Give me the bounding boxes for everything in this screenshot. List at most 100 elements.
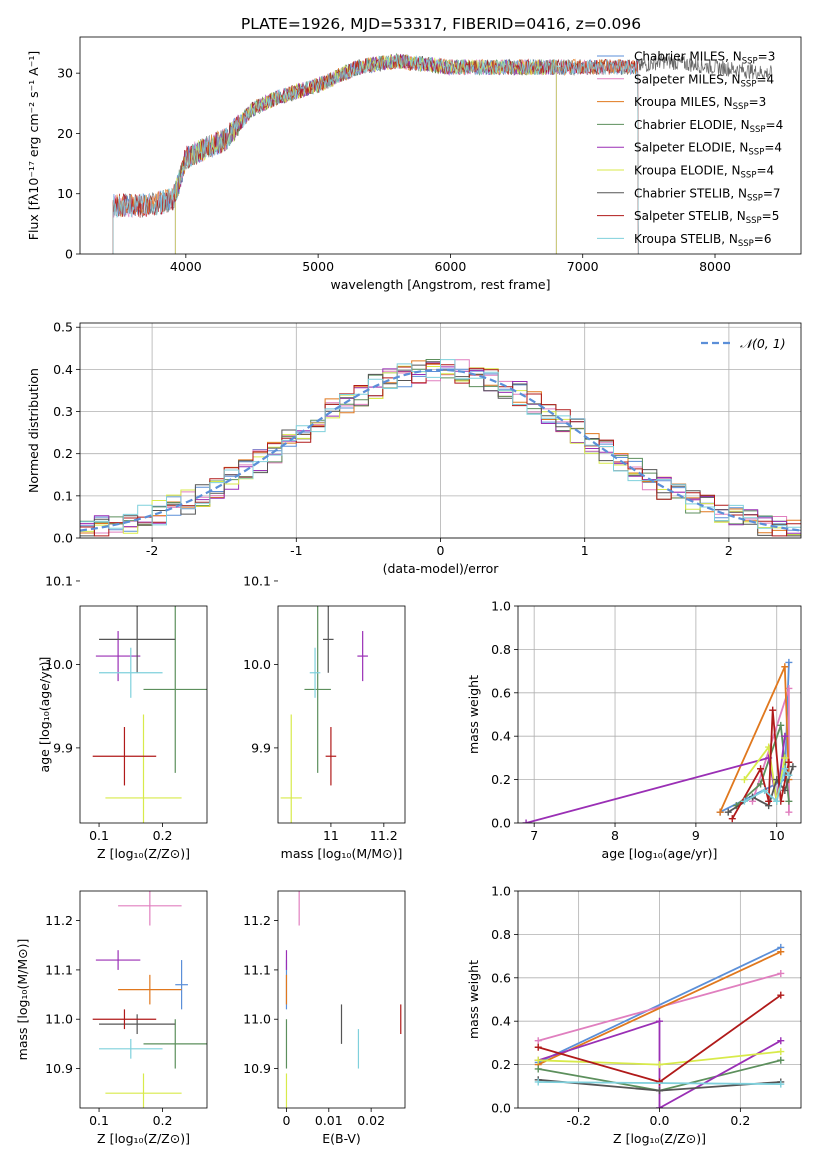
x-tick-label: 0.2 xyxy=(153,1113,173,1128)
y-tick-label: 0.6 xyxy=(491,970,511,985)
y-tick-label: 0.1 xyxy=(53,488,73,503)
legend-subscript: SSP xyxy=(748,148,764,158)
age-vs-metallicity-panel xyxy=(76,580,208,827)
y-tick-label: 11.0 xyxy=(243,1012,271,1027)
series-marker xyxy=(777,969,785,977)
y-axis-label: mass weight xyxy=(466,675,481,754)
y-tick-label: 11.2 xyxy=(45,913,73,928)
x-tick-label: 0.02 xyxy=(357,1113,385,1128)
y-tick-label: 0.4 xyxy=(53,362,73,377)
legend-value: =3 xyxy=(749,95,767,109)
legend-subscript: SSP xyxy=(746,216,762,226)
x-axis-label: mass [log₁₀(M/M⊙)] xyxy=(281,846,403,861)
x-tick-label: 0.01 xyxy=(315,1113,343,1128)
y-tick-label: 1.0 xyxy=(491,884,511,899)
series-marker xyxy=(716,808,724,816)
x-tick-label: 0.0 xyxy=(650,1113,670,1128)
y-tick-label: 0.6 xyxy=(491,685,511,700)
legend-label: Chabrier STELIB, NSSP=7 xyxy=(634,186,781,203)
x-tick-label: -0.2 xyxy=(566,1113,590,1128)
legend-label: Salpeter ELODIE, NSSP=4 xyxy=(634,141,782,158)
series-marker xyxy=(785,797,793,805)
y-tick-label: 10.0 xyxy=(45,657,73,672)
series-line xyxy=(537,950,782,1066)
axes-frame xyxy=(517,890,802,1109)
plot-area xyxy=(92,606,207,823)
series-marker xyxy=(757,765,765,773)
x-tick-label: -1 xyxy=(290,543,302,558)
series-marker xyxy=(781,765,789,773)
y-tick-label: 10 xyxy=(57,186,73,201)
series-marker xyxy=(724,808,732,816)
series-marker xyxy=(781,663,789,671)
x-tick-label: 1 xyxy=(581,543,589,558)
mass-vs-metallicity-panel xyxy=(76,890,208,1112)
y-tick-label: 0 xyxy=(65,247,73,262)
y-tick-label: 0.4 xyxy=(491,729,511,744)
x-tick-label: 0.1 xyxy=(89,1113,109,1128)
legend-value: =4 xyxy=(764,141,782,155)
x-tick-label: 0 xyxy=(437,543,445,558)
axes-frame xyxy=(79,890,208,1109)
x-tick-label: 8 xyxy=(611,828,619,843)
x-tick-label: 4000 xyxy=(170,259,202,274)
y-tick-label: 1.0 xyxy=(491,599,511,614)
legend-label: Kroupa MILES, NSSP=3 xyxy=(634,95,766,112)
legend-subscript: SSP xyxy=(741,171,757,181)
y-tick-label: 0.2 xyxy=(491,772,511,787)
series-marker xyxy=(785,684,793,692)
x-tick-label: 2 xyxy=(725,543,733,558)
y-tick-label: 10.1 xyxy=(243,573,271,588)
y-tick-label: 11.0 xyxy=(45,1012,73,1027)
plot-area xyxy=(534,943,785,1108)
x-axis-label: (data-model)/error xyxy=(383,561,500,576)
legend-label: Salpeter STELIB, NSSP=5 xyxy=(634,209,779,226)
series-marker xyxy=(534,1037,542,1045)
series-marker xyxy=(740,776,748,784)
x-tick-label: 7 xyxy=(530,828,538,843)
series-marker xyxy=(781,754,789,762)
series-marker xyxy=(777,948,785,956)
series-marker xyxy=(656,1061,663,1069)
mass-weight-vs-age-panel xyxy=(514,605,802,827)
series-marker xyxy=(777,721,785,729)
legend-label: Chabrier ELODIE, NSSP=4 xyxy=(634,118,783,135)
y-tick-label: 0.8 xyxy=(491,927,511,942)
axes-frame xyxy=(277,890,406,1109)
x-axis-label: Z [log₁₀(Z/Z⊙)] xyxy=(613,1131,706,1146)
legend-value: =5 xyxy=(762,209,780,223)
axes-frame xyxy=(517,605,802,824)
plot-area xyxy=(280,606,368,823)
legend-subscript: SSP xyxy=(742,57,758,67)
plot-area xyxy=(522,658,797,823)
spectrum-line xyxy=(174,52,557,254)
legend-value: =7 xyxy=(763,186,781,200)
series-marker xyxy=(728,815,736,823)
y-tick-label: 11.1 xyxy=(45,962,73,977)
series-marker xyxy=(785,808,793,816)
x-tick-label: 9 xyxy=(692,828,700,843)
series-marker xyxy=(777,1056,785,1064)
x-tick-label: 7000 xyxy=(567,259,599,274)
y-tick-label: 10.9 xyxy=(243,1061,271,1076)
y-tick-label: 10.9 xyxy=(45,1061,73,1076)
histogram-step xyxy=(80,359,801,529)
x-axis-label: E(B-V) xyxy=(322,1131,361,1146)
series-marker xyxy=(769,706,777,714)
y-axis-label: mass weight xyxy=(466,960,481,1039)
spectrum-line xyxy=(174,53,557,254)
series-marker xyxy=(656,1087,663,1095)
x-tick-label: 11.2 xyxy=(370,828,398,843)
series-marker xyxy=(789,763,797,771)
plot-area xyxy=(285,891,402,1108)
axes-frame xyxy=(79,605,208,824)
axes-frame xyxy=(79,322,802,539)
x-axis-label: wavelength [Angstrom, rest frame] xyxy=(330,277,550,292)
y-tick-label: 9.9 xyxy=(53,740,73,755)
series-marker xyxy=(777,1080,785,1088)
y-tick-label: 0.0 xyxy=(53,531,73,546)
legend-subscript: SSP xyxy=(733,102,749,112)
x-tick-label: 0.1 xyxy=(89,828,109,843)
gaussian-curve xyxy=(80,368,801,532)
legend-subscript: SSP xyxy=(741,79,757,89)
